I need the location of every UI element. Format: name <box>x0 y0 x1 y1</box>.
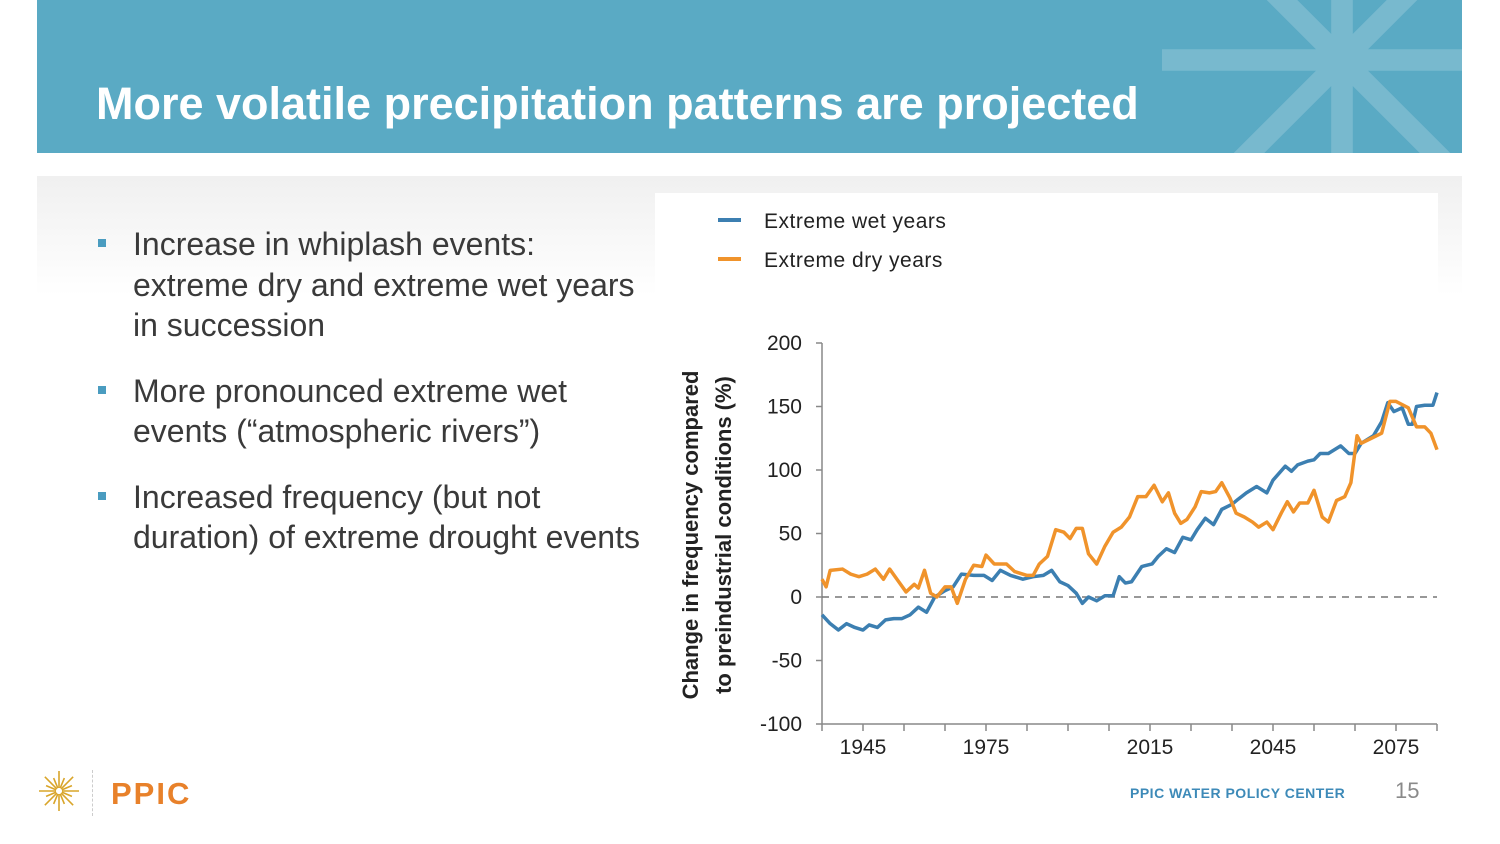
ppic-logo-text: PPIC <box>111 776 192 811</box>
y-tick-label: 50 <box>779 523 802 546</box>
series-line-dry <box>820 399 1439 606</box>
x-tick-label: 1945 <box>840 736 887 759</box>
y-tick-label: 100 <box>767 459 802 482</box>
legend-label: Extreme dry years <box>764 249 943 272</box>
y-axis-label: Change in frequency compared <box>678 371 703 700</box>
x-tick-label: 2075 <box>1373 736 1420 759</box>
legend-label: Extreme wet years <box>764 210 946 233</box>
x-tick-label: 1975 <box>963 736 1010 759</box>
bullet-item: More pronounced extreme wet events (“atm… <box>96 371 656 452</box>
y-tick-label: 200 <box>767 332 802 355</box>
bullet-square-icon <box>98 385 106 394</box>
y-axis-label: to preindustrial conditions (%) <box>711 376 736 694</box>
title-banner: More volatile precipitation patterns are… <box>37 0 1462 153</box>
starburst-decoration-icon <box>1162 0 1462 153</box>
page-number: 15 <box>1395 778 1420 803</box>
bullet-square-icon <box>98 239 106 247</box>
ppic-sun-logo-icon <box>39 771 79 811</box>
chart-background <box>655 193 1438 753</box>
center-name: PPIC WATER POLICY CENTER <box>1130 785 1346 801</box>
bullet-item: Increased frequency (but not duration) o… <box>96 477 656 558</box>
y-tick-label: -50 <box>772 650 802 673</box>
x-tick-label: 2045 <box>1250 736 1297 759</box>
y-tick-label: 0 <box>790 586 802 609</box>
bullet-list: Increase in whiplash events: extreme dry… <box>96 224 656 583</box>
y-tick-label: -100 <box>760 713 802 736</box>
y-tick-label: 150 <box>767 396 802 419</box>
x-tick-label: 2015 <box>1127 736 1174 759</box>
bullet-item: Increase in whiplash events: extreme dry… <box>96 224 656 346</box>
logo-divider <box>92 770 93 816</box>
bullet-square-icon <box>98 491 106 500</box>
slide-title: More volatile precipitation patterns are… <box>96 78 1139 129</box>
series-line-wet <box>820 391 1439 632</box>
